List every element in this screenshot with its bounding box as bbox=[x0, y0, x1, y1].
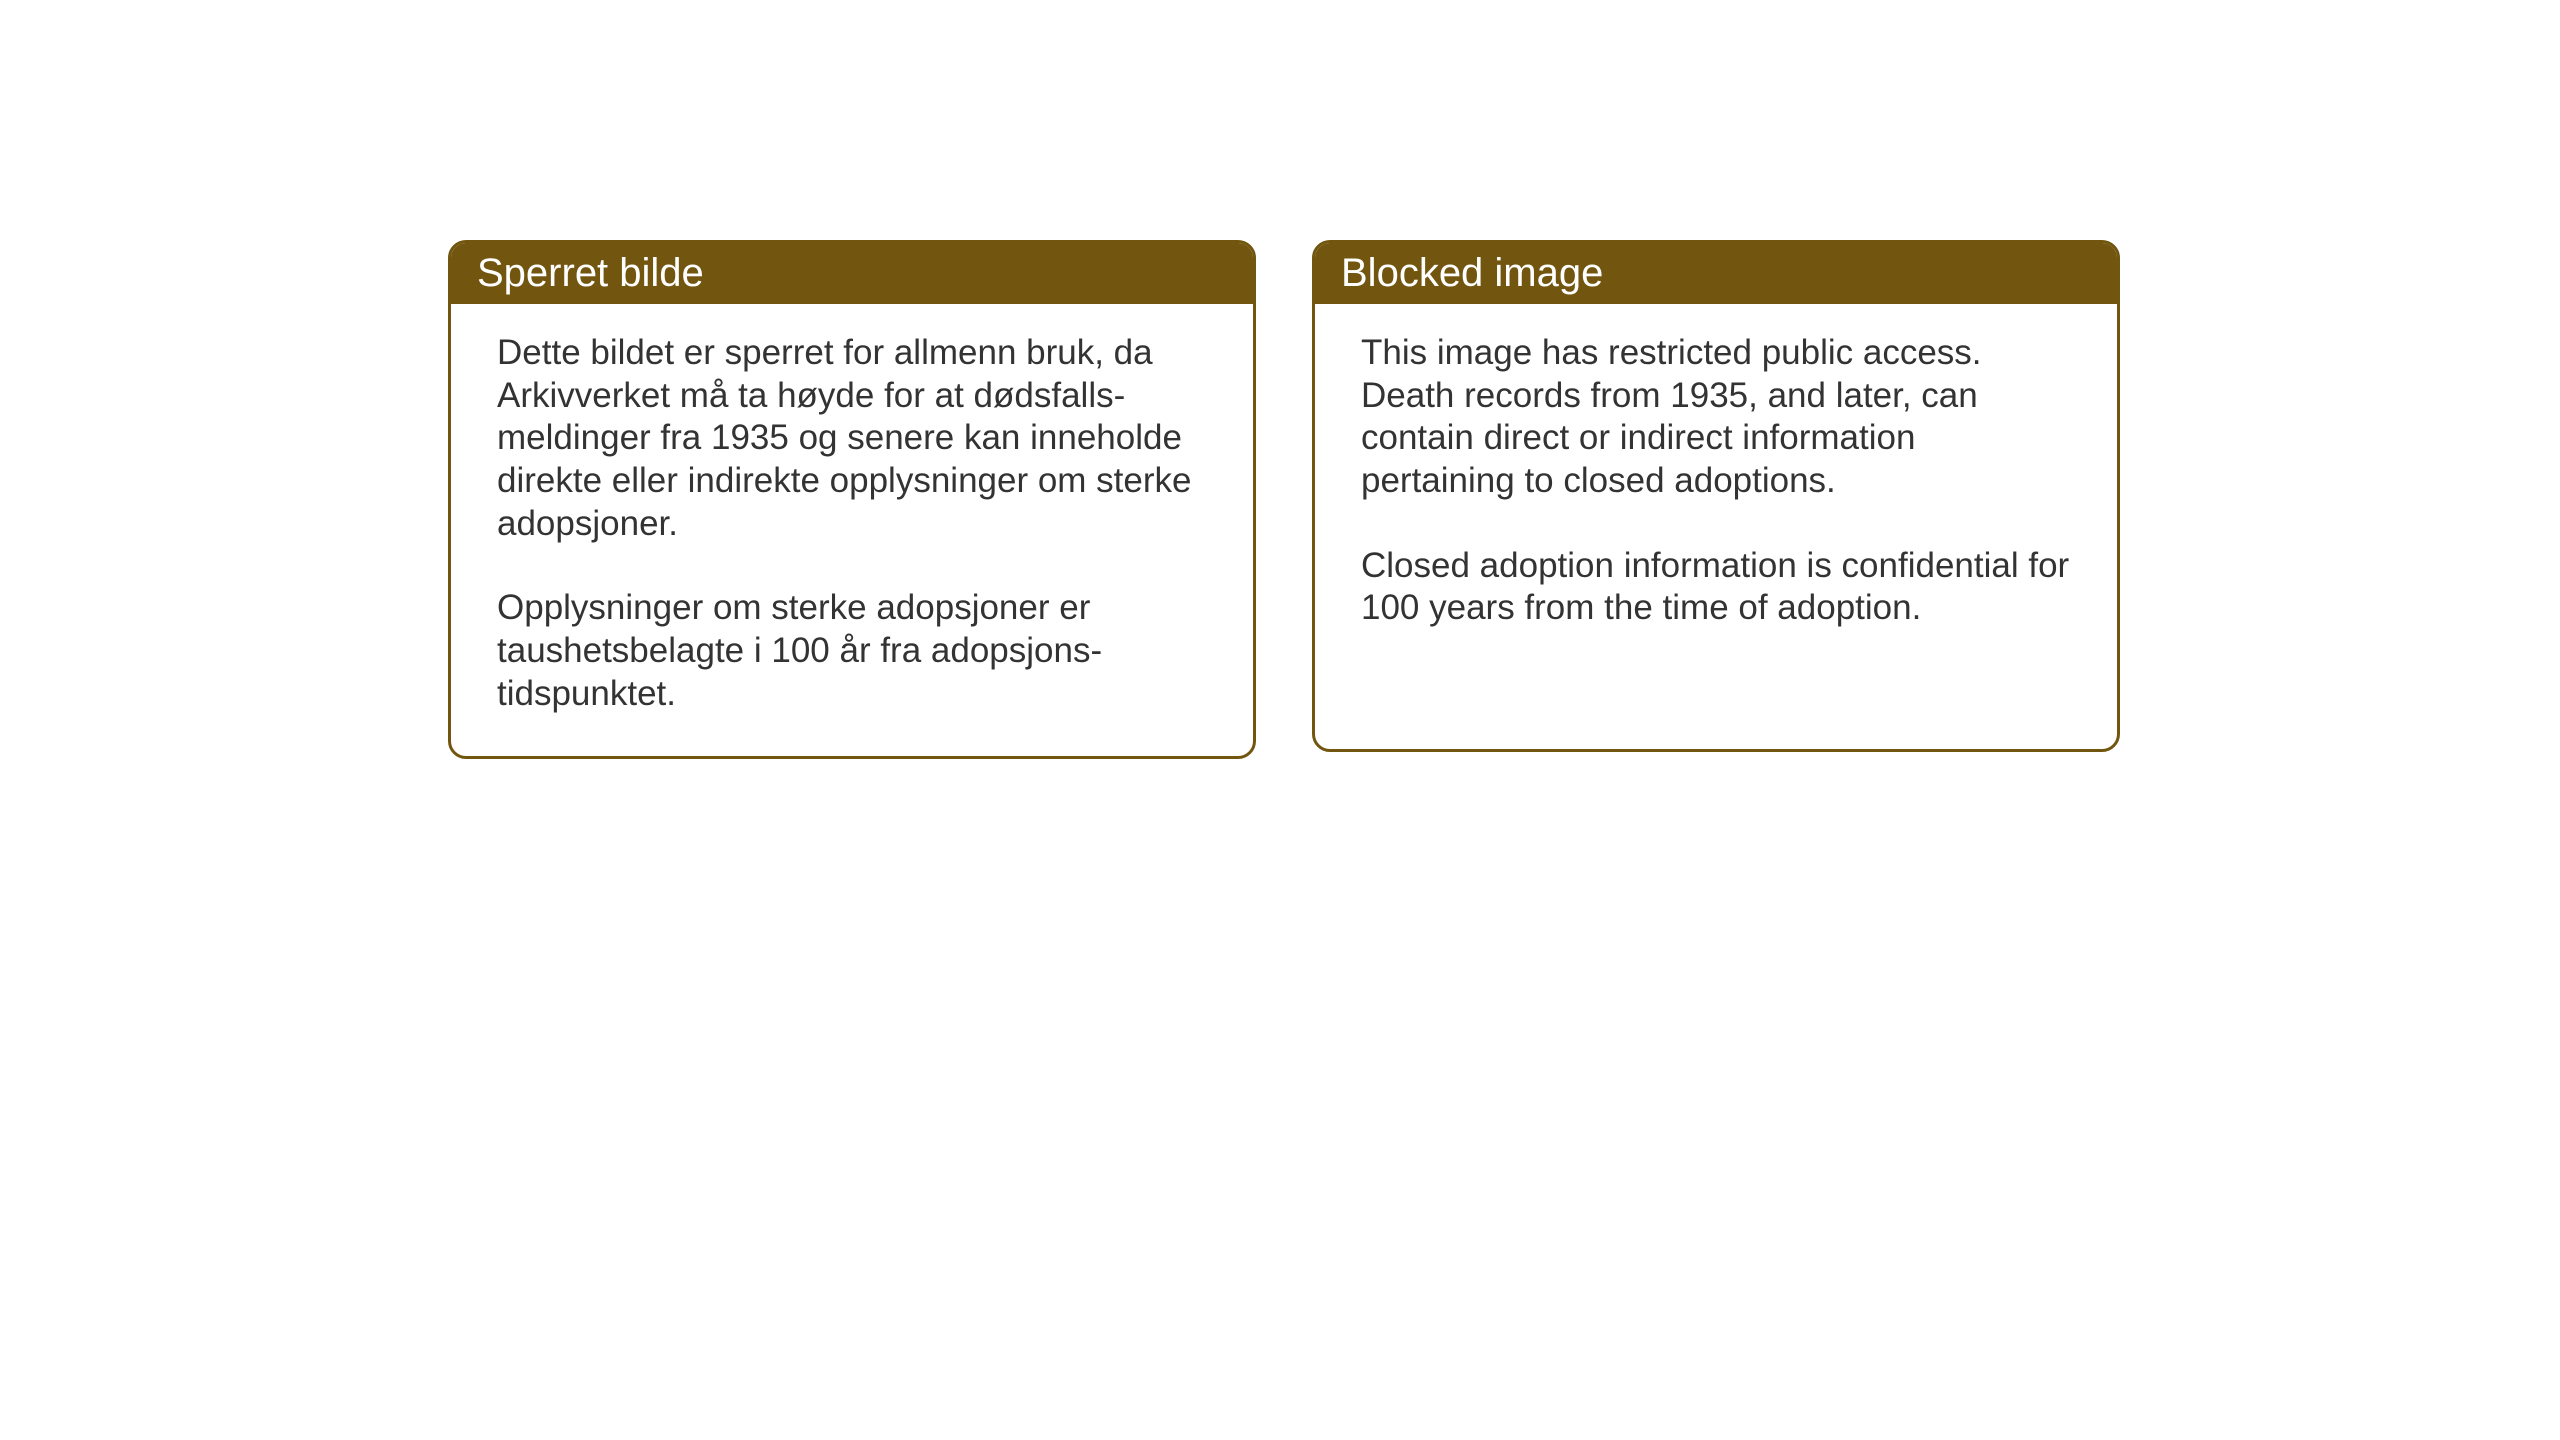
notice-title-english: Blocked image bbox=[1341, 251, 1603, 295]
notice-header-norwegian: Sperret bilde bbox=[451, 243, 1253, 304]
notice-body-english: This image has restricted public access.… bbox=[1315, 304, 2117, 670]
notice-paragraph-norwegian-2: Opplysninger om sterke adopsjoner er tau… bbox=[497, 587, 1207, 715]
notice-paragraph-english-2: Closed adoption information is confident… bbox=[1361, 545, 2071, 630]
notice-card-norwegian: Sperret bilde Dette bildet er sperret fo… bbox=[448, 240, 1256, 759]
notice-cards-container: Sperret bilde Dette bildet er sperret fo… bbox=[448, 240, 2120, 759]
notice-paragraph-english-1: This image has restricted public access.… bbox=[1361, 332, 2071, 503]
notice-title-norwegian: Sperret bilde bbox=[477, 251, 704, 295]
notice-body-norwegian: Dette bildet er sperret for allmenn bruk… bbox=[451, 304, 1253, 756]
notice-header-english: Blocked image bbox=[1315, 243, 2117, 304]
notice-card-english: Blocked image This image has restricted … bbox=[1312, 240, 2120, 752]
notice-paragraph-norwegian-1: Dette bildet er sperret for allmenn bruk… bbox=[497, 332, 1207, 545]
